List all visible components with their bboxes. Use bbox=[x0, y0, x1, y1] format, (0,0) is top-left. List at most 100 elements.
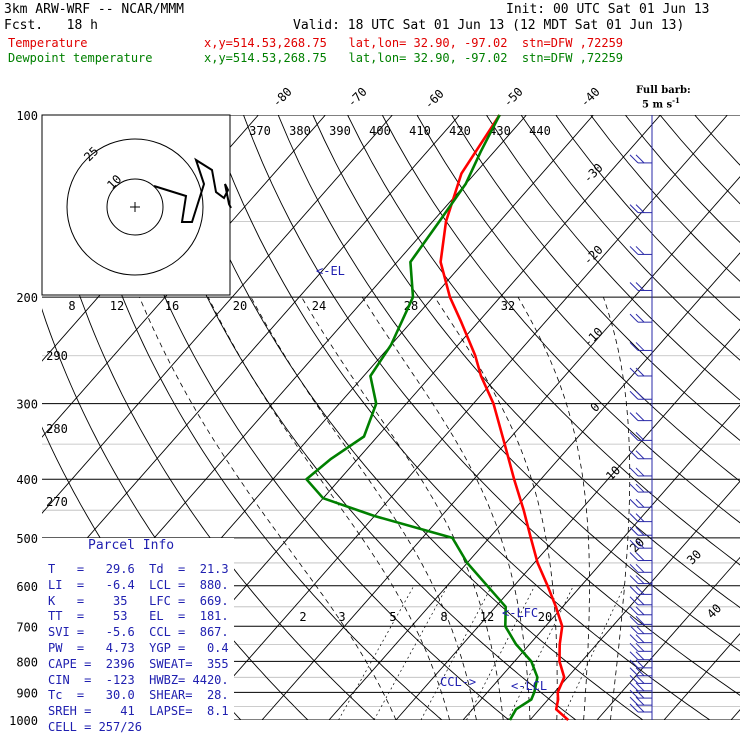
isotherm-line bbox=[596, 556, 740, 720]
model-title: 3km ARW-WRF -- NCAR/MMM bbox=[4, 2, 185, 17]
barb-flag bbox=[629, 313, 639, 323]
barb-flag bbox=[635, 616, 645, 625]
barb-flag bbox=[629, 675, 639, 684]
wind-barb bbox=[629, 651, 652, 661]
theta-label: 400 bbox=[369, 124, 391, 138]
barb-flag bbox=[635, 204, 645, 213]
barb-flag bbox=[635, 659, 645, 669]
moist-adiabat-line bbox=[361, 296, 531, 720]
mixing-ratio-label: 3 bbox=[338, 610, 345, 624]
wind-barb bbox=[629, 282, 652, 291]
wind-barb bbox=[629, 667, 652, 677]
wind-barb bbox=[629, 703, 652, 713]
barb-flag bbox=[629, 703, 639, 713]
wind-barb bbox=[629, 563, 652, 573]
theta-left-label: 290 bbox=[46, 349, 68, 363]
barb-flag bbox=[635, 689, 645, 699]
isotherm-line bbox=[328, 252, 740, 720]
wind-barb bbox=[629, 552, 652, 562]
theta-label: 420 bbox=[449, 124, 471, 138]
barb-flag bbox=[629, 642, 639, 652]
wind-barb bbox=[629, 154, 652, 164]
init-time: Init: 00 UTC Sat 01 Jun 13 bbox=[506, 2, 710, 17]
temperature-profile bbox=[439, 114, 570, 721]
dry-adiabat-line bbox=[486, 115, 740, 401]
wind-barb bbox=[629, 539, 652, 549]
wind-barb bbox=[629, 412, 652, 422]
barb-flag bbox=[629, 432, 639, 441]
wind-barb bbox=[629, 606, 652, 616]
dewpoint-location: x,y=514.53,268.75 lat,lon= 32.90, -97.02… bbox=[204, 51, 624, 65]
dry-adiabat-line bbox=[381, 115, 740, 524]
wind-barb bbox=[629, 689, 652, 699]
barb-flag bbox=[635, 367, 645, 377]
level-annotation: <-EL bbox=[316, 264, 345, 278]
parcel-info-row: SVI = -5.6 CCL = 867. bbox=[48, 625, 229, 640]
pressure-label: 700 bbox=[16, 620, 38, 634]
pressure-label: 100 bbox=[16, 109, 38, 123]
barb-flag bbox=[635, 513, 645, 522]
barb-flag bbox=[635, 342, 645, 351]
barb-flag bbox=[629, 696, 639, 706]
wind-barb bbox=[629, 634, 652, 644]
dry-adiabat-line bbox=[104, 115, 510, 720]
moist-adiabat-line bbox=[517, 296, 590, 720]
moist-adiabat-label: 24 bbox=[312, 299, 326, 313]
barb-flag bbox=[629, 513, 639, 522]
isotherm-label: 40 bbox=[704, 601, 724, 621]
parcel-info-row: T = 29.6 Td = 21.3 bbox=[48, 562, 229, 576]
mixing-ratio-line bbox=[420, 585, 493, 720]
wind-barb bbox=[629, 526, 652, 536]
mixing-ratio-line bbox=[373, 585, 448, 720]
barb-flag bbox=[629, 282, 639, 291]
mixing-ratio-label: 12 bbox=[480, 610, 494, 624]
barb-flag bbox=[635, 450, 645, 460]
dry-adiabat-line bbox=[243, 115, 740, 696]
barb-flag bbox=[635, 246, 645, 255]
parcel-info-row: LI = -6.4 LCL = 880. bbox=[48, 577, 229, 592]
wind-barb bbox=[629, 575, 652, 585]
barb-flag bbox=[629, 412, 639, 421]
barb-key-units-exponent: -1 bbox=[672, 96, 680, 105]
moist-adiabat-line bbox=[434, 296, 558, 720]
barb-flag bbox=[629, 563, 639, 573]
isotherm-label: 30 bbox=[684, 547, 704, 567]
barb-flag bbox=[629, 596, 639, 606]
wind-barb bbox=[629, 467, 652, 477]
barb-flag bbox=[635, 682, 645, 692]
dry-adiabat-line bbox=[208, 115, 711, 720]
parcel-info-row: CELL = 257/26 bbox=[48, 720, 142, 734]
theta-left-label: 270 bbox=[46, 495, 68, 509]
moist-adiabat-line bbox=[301, 296, 504, 720]
dry-adiabat-line bbox=[624, 115, 740, 243]
theta-label: 380 bbox=[289, 124, 311, 138]
dry-adiabat-line bbox=[416, 115, 740, 482]
barb-flag bbox=[629, 616, 639, 625]
barb-flag bbox=[629, 682, 639, 692]
barb-flag bbox=[629, 634, 639, 644]
barb-flag bbox=[629, 246, 639, 255]
pressure-label: 900 bbox=[16, 686, 38, 700]
diagram-grid bbox=[42, 115, 740, 720]
wind-barb bbox=[629, 586, 652, 595]
barb-flag bbox=[629, 575, 639, 584]
isotherm-line bbox=[194, 115, 728, 720]
barb-flag bbox=[635, 675, 645, 684]
mixing-ratio-label: 2 bbox=[299, 610, 306, 624]
barb-flag bbox=[629, 552, 639, 561]
isotherm-line bbox=[462, 404, 740, 720]
barb-flag bbox=[629, 498, 639, 508]
isotherm-label: -50 bbox=[501, 85, 526, 110]
barb-flag bbox=[629, 667, 639, 677]
barb-flag bbox=[635, 667, 645, 677]
barb-flag bbox=[635, 642, 645, 652]
pressure-label: 300 bbox=[16, 398, 38, 412]
parcel-info-title: Parcel Info bbox=[88, 538, 175, 553]
barb-flag bbox=[635, 575, 645, 584]
parcel-info-row: TT = 53 EL = 181. bbox=[48, 609, 229, 624]
level-annotations: <-EL <-LFC CCL-> <-LCL bbox=[316, 264, 547, 693]
barb-key-units: 5 m s-1 bbox=[642, 94, 680, 112]
parcel-info-row: PW = 4.73 YGP = 0.4 bbox=[48, 641, 229, 655]
barb-flag bbox=[635, 586, 645, 595]
